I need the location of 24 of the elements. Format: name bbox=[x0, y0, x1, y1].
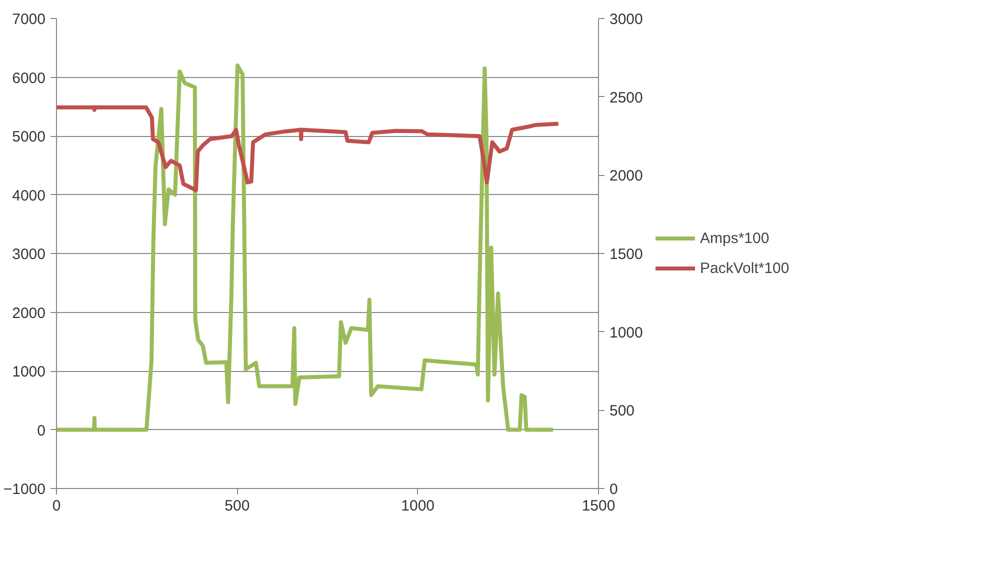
legend-label: PackVolt*100 bbox=[700, 260, 790, 276]
y-tick-label: 3000 bbox=[12, 246, 46, 263]
y-tick-label: 4000 bbox=[12, 187, 46, 204]
y-tick-label: 5000 bbox=[12, 128, 46, 146]
y2-tick-label: 3000 bbox=[610, 11, 643, 28]
y2-tick-label: 2000 bbox=[610, 168, 643, 185]
y-tick-label: 7000 bbox=[12, 11, 46, 28]
legend-label: Amps*100 bbox=[700, 230, 770, 246]
y2-tick-label: 1500 bbox=[610, 246, 643, 263]
y-tick-label: 6000 bbox=[12, 70, 46, 87]
x-tick-label: 1000 bbox=[401, 498, 435, 514]
line-series bbox=[56, 105, 560, 192]
y-tick-label: 2000 bbox=[12, 304, 46, 322]
line-series bbox=[56, 64, 555, 432]
y2-tick-label: 0 bbox=[610, 481, 618, 498]
y2-tick-label: 1000 bbox=[610, 324, 643, 342]
y-tick-label: 0 bbox=[37, 422, 46, 440]
y2-tick-label: 500 bbox=[610, 402, 635, 420]
y2-tick-label: 2500 bbox=[610, 89, 643, 106]
x-tick-label: 1500 bbox=[582, 498, 616, 514]
y-tick-label: 1000 bbox=[12, 364, 46, 380]
y-tick-label: −1000 bbox=[3, 481, 46, 498]
x-tick-label: 0 bbox=[52, 498, 61, 514]
x-tick-label: 500 bbox=[224, 498, 250, 514]
